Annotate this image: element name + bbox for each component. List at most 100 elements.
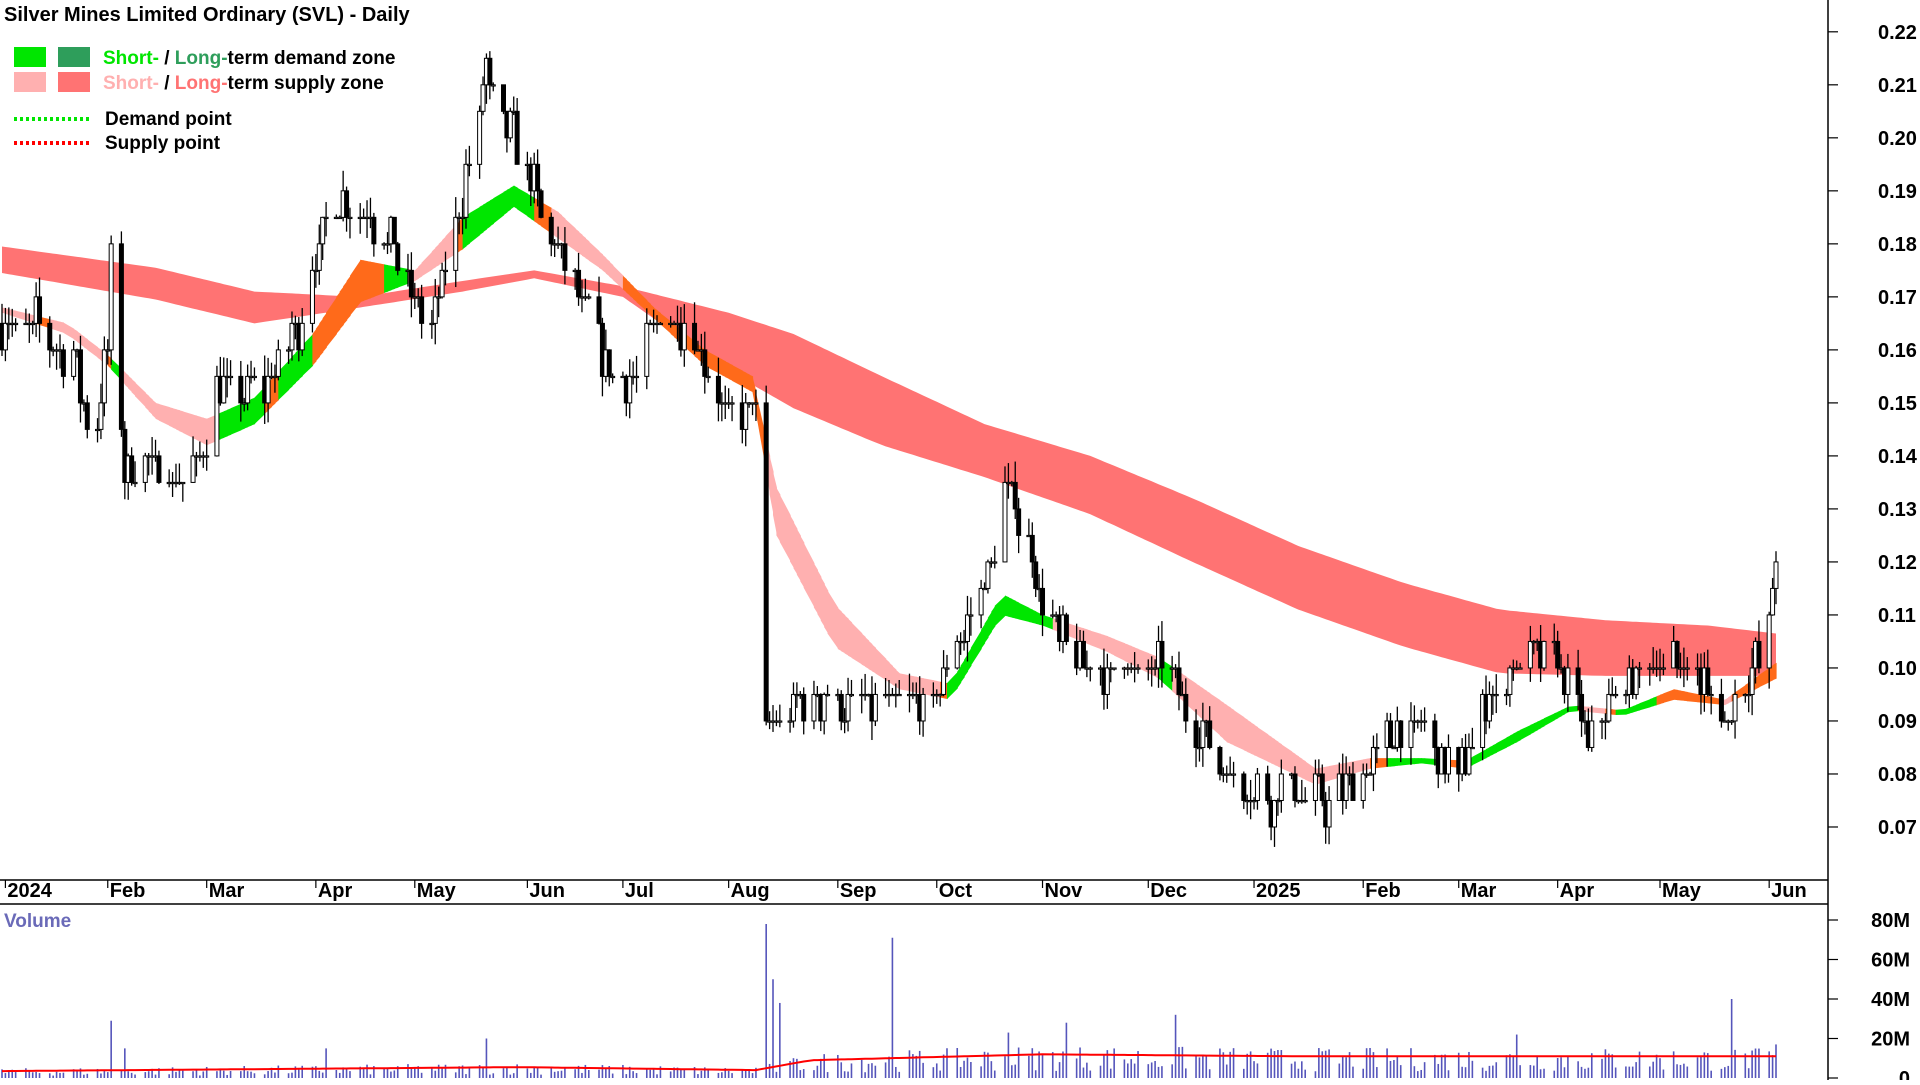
- price-bar-body: [272, 375, 278, 379]
- short-term-zone-segment: [1274, 739, 1279, 767]
- price-bar-body: [453, 216, 459, 271]
- price-tick-label: 0.19: [1878, 181, 1917, 203]
- short-term-zone-segment: [1516, 729, 1521, 743]
- price-bar-body: [132, 481, 138, 485]
- price-bar-body: [941, 667, 947, 695]
- price-bar-body: [562, 243, 568, 271]
- short-term-zone-segment: [633, 286, 638, 303]
- price-tick-label: 0.08: [1878, 764, 1917, 786]
- price-bar-body: [480, 84, 486, 112]
- price-bar-body: [825, 693, 831, 697]
- price-bar-body: [432, 296, 438, 324]
- short-term-zone-segment: [302, 334, 314, 377]
- short-term-zone-segment: [612, 265, 624, 290]
- short-term-zone-segment: [363, 260, 368, 301]
- time-tick-label: Dec: [1150, 880, 1187, 902]
- short-term-zone-segment: [29, 314, 34, 323]
- volume-label: Volume: [4, 911, 71, 932]
- short-term-zone-segment: [73, 328, 78, 342]
- short-term-zone-segment: [776, 487, 781, 542]
- price-bar-body: [1606, 693, 1612, 722]
- price-bar-body: [644, 322, 650, 377]
- short-term-zone-segment: [1185, 676, 1197, 714]
- short-term-zone-segment: [387, 265, 392, 292]
- price-bar-body: [60, 349, 66, 377]
- short-term-zone-segment: [203, 417, 208, 446]
- short-term-zone-segment: [1028, 607, 1033, 623]
- short-term-zone-segment: [1376, 758, 1388, 768]
- short-term-zone-segment: [851, 622, 863, 665]
- short-term-zone-segment: [1728, 694, 1733, 704]
- short-term-zone-segment: [824, 583, 829, 634]
- price-bar-body: [1217, 746, 1223, 775]
- price-bar-body: [1159, 640, 1165, 669]
- short-term-zone-segment: [53, 320, 58, 331]
- short-term-zone-segment: [1226, 705, 1231, 744]
- price-bar-body: [309, 269, 315, 324]
- short-term-zone-segment: [1209, 693, 1221, 736]
- short-term-zone-segment: [1530, 723, 1535, 735]
- price-bar-body: [347, 216, 353, 220]
- short-term-zone-segment: [319, 318, 324, 357]
- short-term-zone-segment: [868, 640, 873, 672]
- price-tick-label: 0.09: [1878, 711, 1917, 733]
- short-term-zone-segment: [984, 617, 989, 644]
- short-term-zone-segment: [506, 187, 511, 213]
- short-term-zone-segment: [1636, 703, 1641, 712]
- price-bar-body: [848, 693, 854, 697]
- short-term-zone-segment: [15, 310, 27, 321]
- price-bar-body: [180, 481, 186, 485]
- price-bar-body: [101, 349, 107, 404]
- price-bar-body: [1176, 667, 1182, 695]
- short-term-zone-segment: [728, 363, 733, 381]
- price-bar-body: [982, 587, 988, 591]
- price-bar-body: [118, 243, 124, 430]
- short-term-zone-segment: [670, 321, 675, 338]
- short-term-zone-segment: [80, 334, 85, 348]
- short-term-zone-segment: [718, 357, 723, 376]
- price-bar-body: [71, 349, 77, 377]
- price-bar-body: [1370, 746, 1376, 775]
- price-bar-body: [538, 190, 544, 218]
- price-bar-body: [961, 640, 967, 644]
- short-term-zone-segment: [1042, 614, 1054, 630]
- price-bar-body: [1422, 720, 1428, 723]
- price-bar-body: [1080, 640, 1086, 669]
- price-bar-body: [1637, 667, 1643, 670]
- price-bar-body: [514, 110, 520, 165]
- price-bar-body: [313, 269, 319, 273]
- short-term-zone-segment: [1561, 708, 1566, 717]
- price-bar-body: [1408, 720, 1414, 748]
- short-term-zone-segment: [1673, 689, 1678, 701]
- short-term-zone-segment: [152, 399, 157, 419]
- price-bar-body: [1507, 667, 1513, 695]
- price-bar-body: [1613, 693, 1619, 697]
- price-bar-body: [763, 402, 769, 722]
- short-term-zone-segment: [1243, 717, 1248, 752]
- short-term-zone-segment: [397, 267, 409, 288]
- short-term-zone-segment: [725, 361, 730, 379]
- short-term-zone-segment: [1390, 758, 1395, 767]
- short-term-zone-segment: [489, 198, 494, 227]
- price-bar-body: [439, 269, 445, 298]
- short-term-zone-segment: [223, 409, 228, 438]
- short-term-zone-segment: [350, 259, 361, 316]
- short-term-zone-segment: [148, 396, 153, 415]
- price-bar-body: [1200, 720, 1206, 748]
- short-term-zone-segment: [582, 234, 586, 259]
- price-bar-body: [1718, 693, 1724, 722]
- price-bar-body: [692, 322, 698, 351]
- price-bar-body: [535, 163, 541, 192]
- price-bar-body: [477, 110, 483, 165]
- price-tick-label: 0.20: [1878, 128, 1917, 150]
- price-bar-body: [985, 561, 991, 589]
- short-term-zone-segment: [1100, 633, 1105, 651]
- short-term-zone-segment: [1015, 600, 1020, 620]
- price-bar-body: [105, 349, 111, 352]
- time-tick-label: Oct: [939, 880, 973, 902]
- short-term-zone-segment: [960, 659, 965, 683]
- short-term-zone-segment: [172, 408, 177, 430]
- price-bar-body: [419, 296, 425, 324]
- price-tick-label: 0.18: [1878, 234, 1917, 256]
